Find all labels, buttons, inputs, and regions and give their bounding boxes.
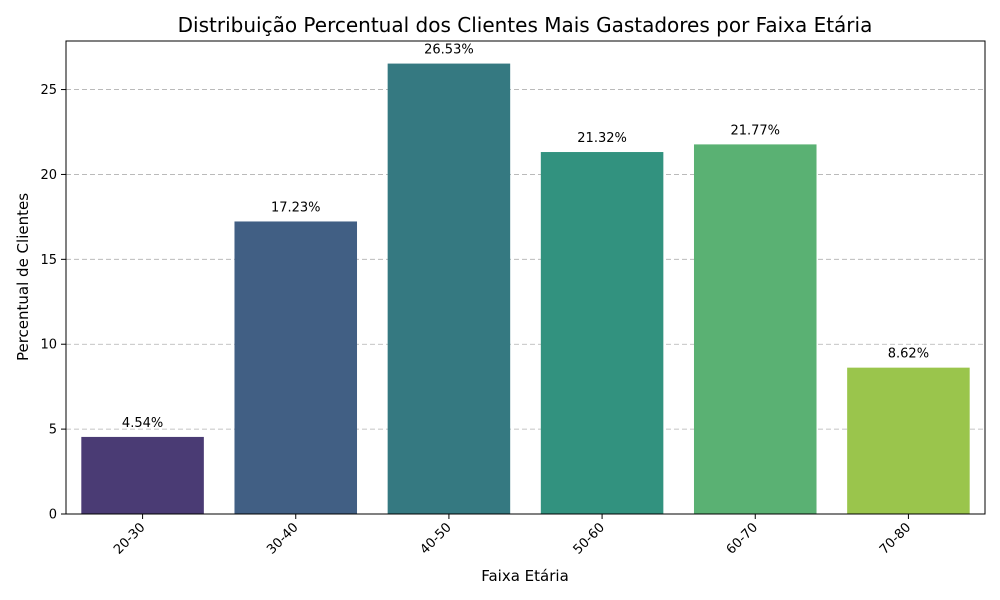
x-tick-label-20-30: 20-30 <box>111 520 148 557</box>
grid-lines <box>66 89 985 430</box>
bar-50-60 <box>540 152 664 514</box>
bar-30-40 <box>234 221 358 514</box>
x-tick-label-50-60: 50-60 <box>571 520 608 557</box>
y-tick-label: 25 <box>40 83 57 98</box>
y-tick-label: 15 <box>40 253 57 268</box>
x-tick-label-30-40: 30-40 <box>264 520 301 557</box>
y-tick-label: 10 <box>40 338 57 353</box>
y-axis-label: Percentual de Clientes <box>14 193 32 361</box>
data-label-50-60: 21.32% <box>577 131 627 146</box>
data-label-40-50: 26.53% <box>424 43 474 58</box>
data-label-30-40: 17.23% <box>271 200 321 215</box>
y-axis: 0 5 10 15 20 25 <box>40 83 66 523</box>
data-label-70-80: 8.62% <box>888 347 929 362</box>
x-tick-label-40-50: 40-50 <box>417 520 454 557</box>
y-tick-label: 5 <box>49 423 57 438</box>
plot-frame <box>65 40 986 515</box>
bar-60-70 <box>693 144 817 514</box>
x-tick-label-70-80: 70-80 <box>877 520 914 557</box>
bar-70-80 <box>847 367 970 514</box>
y-tick-label: 0 <box>49 508 57 523</box>
bars <box>81 63 970 514</box>
data-label-60-70: 21.77% <box>730 123 780 138</box>
x-axis-label: Faixa Etária <box>481 567 569 585</box>
data-label-20-30: 4.54% <box>122 416 163 431</box>
bar-40-50 <box>387 63 511 514</box>
data-labels: 4.54% 17.23% 26.53% 21.32% 21.77% 8.62% <box>122 43 929 431</box>
x-tick-label-60-70: 60-70 <box>724 520 761 557</box>
chart-title: Distribuição Percentual dos Clientes Mai… <box>178 13 873 37</box>
y-tick-label: 20 <box>40 168 57 183</box>
x-axis: 20-30 30-40 40-50 50-60 60-70 70-80 <box>111 514 914 558</box>
bar-20-30 <box>81 436 204 514</box>
